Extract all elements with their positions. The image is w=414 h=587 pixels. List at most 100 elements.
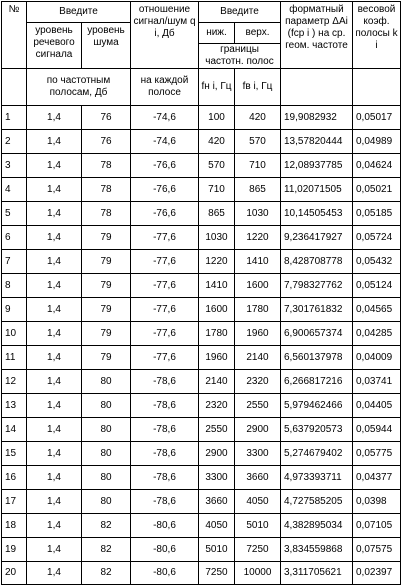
cell-speech-level: 1,4 (26, 345, 82, 370)
cell-speech-level: 1,4 (26, 537, 82, 562)
cell-snr: -77,6 (130, 297, 199, 322)
cell-snr: -77,6 (130, 249, 199, 274)
cell-row-number: 18 (1, 513, 27, 538)
cell-row-number: 13 (1, 393, 27, 418)
cell-format-parameter: 4,973393711 (280, 465, 353, 490)
cell-weight-coefficient: 0,04377 (352, 465, 401, 490)
cell-format-parameter: 13,57820444 (280, 129, 353, 154)
table-row: 4 1,4 78 -76,6 710 865 11,02071505 0,05021 (1, 177, 401, 202)
header-speech-level: уровень речевого сигнала (26, 22, 82, 69)
cell-upper-freq: 1030 (234, 201, 281, 226)
cell-snr: -76,6 (130, 153, 199, 178)
cell-speech-level: 1,4 (26, 249, 82, 274)
cell-weight-coefficient: 0,04989 (352, 129, 401, 154)
cell-lower-freq: 1220 (198, 249, 235, 274)
cell-row-number: 3 (1, 153, 27, 178)
table-row: 7 1,4 79 -77,6 1220 1410 8,428708778 0,05432 (1, 249, 401, 274)
cell-snr: -78,6 (130, 489, 199, 514)
cell-noise-level: 79 (81, 345, 131, 370)
header-band-bounds: границы частотн. полос (198, 43, 281, 69)
cell-noise-level: 79 (81, 273, 131, 298)
cell-weight-coefficient: 0,05724 (352, 225, 401, 250)
cell-lower-freq: 100 (198, 105, 235, 130)
table-row: 11 1,4 79 -77,6 1960 2140 6,560137978 0,04009 (1, 345, 401, 370)
cell-row-number: 14 (1, 417, 27, 442)
header-noise-level: уровень шума (81, 22, 131, 69)
cell-format-parameter: 7,798327762 (280, 273, 353, 298)
cell-format-parameter: 8,428708778 (280, 249, 353, 274)
cell-lower-freq: 1960 (198, 345, 235, 370)
header-format-parameter: форматный параметр ΔAi (fср i ) на ср. г… (280, 1, 353, 69)
table-row: 2 1,4 76 -74,6 420 570 13,57820444 0,04989 (1, 129, 401, 154)
cell-upper-freq: 5010 (234, 513, 281, 538)
cell-noise-level: 80 (81, 489, 131, 514)
table-row: 8 1,4 79 -77,6 1410 1600 7,798327762 0,05124 (1, 273, 401, 298)
cell-format-parameter: 4,727585205 (280, 489, 353, 514)
cell-weight-coefficient: 0,05432 (352, 249, 401, 274)
cell-weight-coefficient: 0,04285 (352, 321, 401, 346)
cell-weight-coefficient: 0,05944 (352, 417, 401, 442)
cell-format-parameter: 11,02071505 (280, 177, 353, 202)
cell-lower-freq: 2140 (198, 369, 235, 394)
cell-snr: -78,6 (130, 369, 199, 394)
cell-format-parameter: 3,834559868 (280, 537, 353, 562)
cell-weight-coefficient: 0,0398 (352, 489, 401, 514)
cell-weight-coefficient: 0,04624 (352, 153, 401, 178)
cell-speech-level: 1,4 (26, 417, 82, 442)
cell-weight-coefficient: 0,07575 (352, 537, 401, 562)
cell-weight-coefficient: 0,05124 (352, 273, 401, 298)
cell-upper-freq: 2900 (234, 417, 281, 442)
cell-speech-level: 1,4 (26, 321, 82, 346)
table-row: 13 1,4 80 -78,6 2320 2550 5,979462466 0,04405 (1, 393, 401, 418)
cell-snr: -80,6 (130, 561, 199, 585)
cell-lower-freq: 3300 (198, 465, 235, 490)
cell-upper-freq: 2550 (234, 393, 281, 418)
cell-format-parameter: 6,560137978 (280, 345, 353, 370)
cell-upper-freq: 570 (234, 129, 281, 154)
cell-upper-freq: 3660 (234, 465, 281, 490)
cell-upper-freq: 710 (234, 153, 281, 178)
cell-format-parameter: 10,14505453 (280, 201, 353, 226)
cell-row-number: 7 (1, 249, 27, 274)
cell-speech-level: 1,4 (26, 369, 82, 394)
cell-row-number: 15 (1, 441, 27, 466)
cell-row-number: 5 (1, 201, 27, 226)
cell-noise-level: 79 (81, 297, 131, 322)
header-enter-right: Введите (198, 1, 281, 23)
cell-noise-level: 78 (81, 177, 131, 202)
cell-snr: -74,6 (130, 105, 199, 130)
header-lower: ниж. (198, 22, 235, 44)
cell-upper-freq: 1220 (234, 225, 281, 250)
data-table-container: № Введите отношение сигнал/шум q i, Дб В… (1, 1, 401, 585)
header-num: № (1, 1, 27, 69)
cell-noise-level: 78 (81, 153, 131, 178)
cell-upper-freq: 1410 (234, 249, 281, 274)
cell-weight-coefficient: 0,07105 (352, 513, 401, 538)
cell-snr: -78,6 (130, 441, 199, 466)
cell-row-number: 19 (1, 537, 27, 562)
table-row: 20 1,4 82 -80,6 7250 10000 3,311705621 0,02397 (1, 561, 401, 585)
cell-format-parameter: 5,637920573 (280, 417, 353, 442)
cell-format-parameter: 3,311705621 (280, 561, 353, 585)
cell-noise-level: 82 (81, 537, 131, 562)
table-row: 12 1,4 80 -78,6 2140 2320 6,266817216 0,03741 (1, 369, 401, 394)
cell-format-parameter: 12,08937785 (280, 153, 353, 178)
cell-speech-level: 1,4 (26, 129, 82, 154)
header-num-blank (1, 68, 27, 106)
cell-snr: -78,6 (130, 417, 199, 442)
cell-row-number: 12 (1, 369, 27, 394)
cell-format-parameter: 5,979462466 (280, 393, 353, 418)
cell-snr: -77,6 (130, 273, 199, 298)
cell-speech-level: 1,4 (26, 561, 82, 585)
cell-speech-level: 1,4 (26, 153, 82, 178)
cell-upper-freq: 3300 (234, 441, 281, 466)
cell-lower-freq: 865 (198, 201, 235, 226)
cell-format-parameter: 6,900657374 (280, 321, 353, 346)
table-row: 18 1,4 82 -80,6 4050 5010 4,382895034 0,07105 (1, 513, 401, 538)
cell-noise-level: 82 (81, 513, 131, 538)
cell-row-number: 17 (1, 489, 27, 514)
cell-speech-level: 1,4 (26, 441, 82, 466)
cell-upper-freq: 865 (234, 177, 281, 202)
table-row: 15 1,4 80 -78,6 2900 3300 5,274679402 0,05775 (1, 441, 401, 466)
cell-noise-level: 78 (81, 201, 131, 226)
